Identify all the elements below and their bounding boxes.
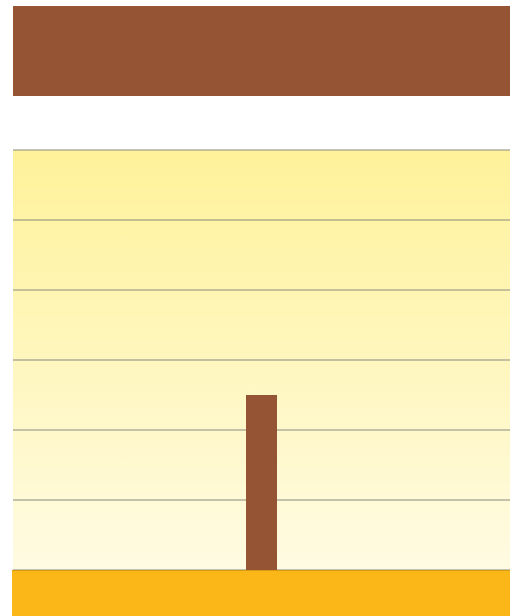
- footer-bar: [12, 570, 510, 616]
- marks: [246, 395, 277, 570]
- bar: [246, 395, 277, 570]
- header-bar: [13, 6, 510, 96]
